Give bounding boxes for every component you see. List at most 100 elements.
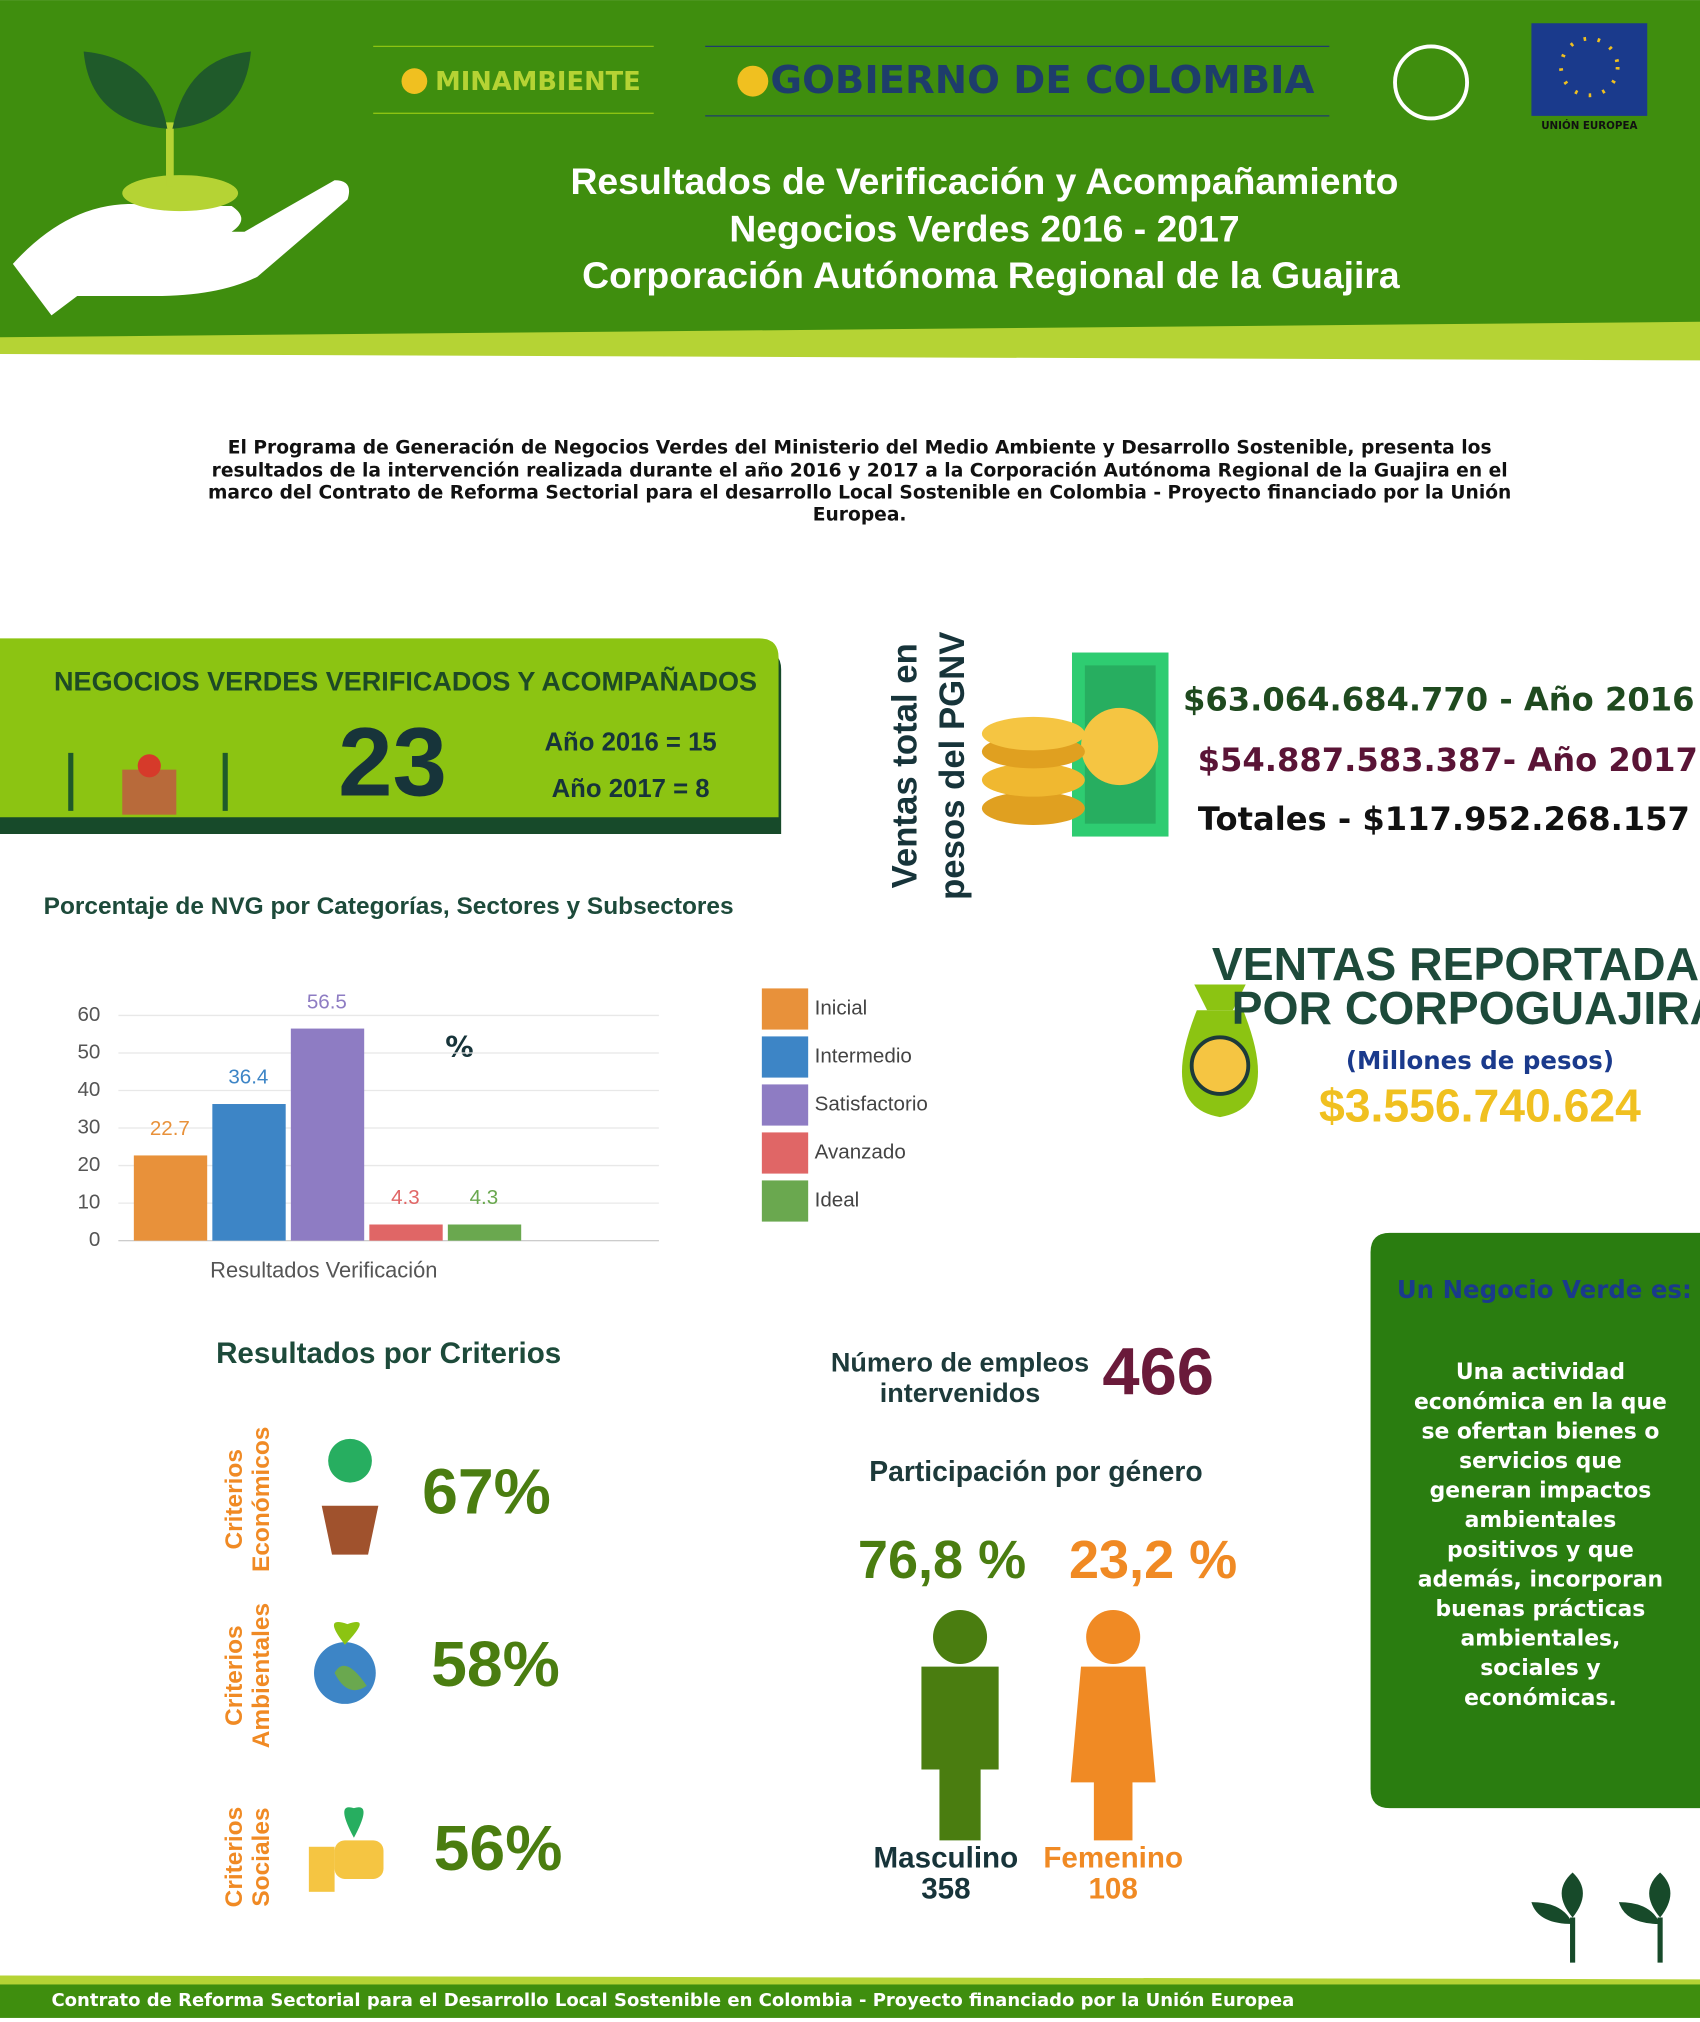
bar xyxy=(447,1224,522,1241)
verified-year: Año 2017 = 8 xyxy=(552,775,710,803)
definition-line: sociales y xyxy=(1480,1656,1600,1681)
chart-annotation: % xyxy=(445,1031,473,1064)
sales-line: $54.887.583.387- Año 2017 xyxy=(1198,741,1698,779)
criteria-title: Resultados por Criterios xyxy=(216,1337,561,1370)
definition-title: Un Negocio Verde es: xyxy=(1397,1275,1692,1304)
definition-line: Una actividad xyxy=(1456,1360,1625,1385)
sprout-icons xyxy=(1531,1872,1671,1963)
y-tick-label: 50 xyxy=(77,1040,100,1063)
criteria-icons xyxy=(308,1438,384,1892)
gender-percent: 23,2 % xyxy=(1069,1530,1237,1590)
stem xyxy=(1570,1917,1663,1963)
reported-title: VENTAS REPORTADAS xyxy=(1212,938,1700,990)
definition-line: económica en la que xyxy=(1414,1390,1667,1415)
gender-percent: 76,8 % xyxy=(858,1530,1026,1590)
land xyxy=(334,1665,367,1691)
legend-swatch xyxy=(761,1084,809,1126)
legend-swatch xyxy=(761,988,809,1030)
definition-line: además, incorporan xyxy=(1418,1567,1663,1592)
gender-count: 108 xyxy=(1088,1872,1137,1905)
head xyxy=(1086,1609,1141,1665)
y-tick-label: 30 xyxy=(77,1115,100,1138)
y-tick-label: 20 xyxy=(77,1153,100,1176)
criteria-label: Criterios xyxy=(221,1807,248,1908)
legend-label: Intermedio xyxy=(815,1044,912,1067)
criteria-value: 67% xyxy=(422,1456,551,1528)
leaves xyxy=(1531,1872,1671,1924)
value-label: 56.5 xyxy=(307,990,347,1013)
gender-label: Femenino xyxy=(1043,1841,1183,1874)
criteria-label: Criterios xyxy=(221,1625,248,1726)
employment-label: Número de empleos xyxy=(831,1347,1089,1377)
definition-line: buenas prácticas xyxy=(1436,1597,1646,1622)
criteria-value: 56% xyxy=(434,1812,563,1884)
footer-text: Contrato de Reforma Sectorial para el De… xyxy=(51,1990,1294,2011)
coin-stack xyxy=(981,763,1085,797)
male-figure xyxy=(921,1609,999,1841)
reported-unit: (Millones de pesos) xyxy=(1346,1046,1614,1075)
title: Corporación Autónoma Regional de la Guaj… xyxy=(582,254,1400,296)
legend-swatch xyxy=(761,1132,809,1174)
bag-top xyxy=(1194,984,1246,1011)
fruit xyxy=(137,754,161,778)
value-label: 4.3 xyxy=(391,1186,420,1209)
eu-flag xyxy=(1531,23,1648,116)
verified-box xyxy=(0,638,779,818)
definition-line: ambientales xyxy=(1465,1508,1617,1533)
legend-swatch xyxy=(761,1036,809,1078)
definition-text: Una actividad económica en la que se ofert… xyxy=(1414,1360,1667,1711)
hand-plant-icon xyxy=(12,51,350,316)
logo-text: GOBIERNO DE COLOMBIA xyxy=(770,58,1314,103)
pot xyxy=(321,1505,379,1555)
sales-label: pesos del PGNV xyxy=(934,632,972,900)
value-label: 36.4 xyxy=(228,1066,268,1089)
title: Negocios Verdes 2016 - 2017 xyxy=(729,208,1239,250)
gender-label: Masculino xyxy=(874,1841,1019,1874)
criteria-label: Criterios xyxy=(221,1449,248,1550)
eu-stars xyxy=(1559,36,1620,98)
y-tick-label: 40 xyxy=(77,1078,100,1101)
footer-band xyxy=(0,1984,1700,2018)
definition-box xyxy=(1370,1232,1700,1809)
sales-label: Ventas total en xyxy=(886,643,924,888)
logo-text: MINAMBIENTE xyxy=(435,67,641,97)
employment-value: 466 xyxy=(1102,1335,1214,1410)
y-tick-label: 60 xyxy=(77,1003,100,1026)
leaf xyxy=(83,51,168,129)
logo-text: UNIÓN EUROPEA xyxy=(1541,119,1637,132)
employment-label: intervenidos xyxy=(880,1378,1041,1408)
header-stripe xyxy=(0,321,1700,361)
bar xyxy=(290,1028,365,1241)
criteria-label: Sociales xyxy=(248,1807,275,1906)
sales-line: Totales - $117.952.268.157 xyxy=(1198,800,1690,838)
head xyxy=(933,1609,988,1665)
coin-stack xyxy=(981,716,1085,751)
legend-label: Avanzado xyxy=(815,1140,906,1163)
female-figure xyxy=(1070,1609,1156,1841)
intro-line: resultados de la intervención realizada … xyxy=(212,461,1508,482)
sleeve xyxy=(308,1846,335,1892)
definition-line: económicas. xyxy=(1464,1686,1617,1711)
bar xyxy=(212,1104,286,1241)
verified-total: 23 xyxy=(338,706,447,816)
money-icon xyxy=(981,652,1169,837)
legend-label: Ideal xyxy=(815,1188,860,1211)
leaf xyxy=(172,51,251,129)
value-label: 4.3 xyxy=(470,1186,499,1209)
hand xyxy=(12,180,350,316)
coin xyxy=(1080,707,1159,786)
definition-line: generan impactos xyxy=(1430,1479,1652,1504)
legend-label: Satisfactorio xyxy=(815,1092,928,1115)
body xyxy=(1070,1666,1156,1841)
legend-swatch xyxy=(761,1180,809,1222)
title: Resultados de Verificación y Acompañamie… xyxy=(570,160,1398,202)
body xyxy=(921,1666,999,1841)
chart-title: Porcentaje de NVG por Categorías, Sector… xyxy=(44,893,734,920)
definition-line: positivos y que xyxy=(1447,1538,1634,1563)
bar-chart: Porcentaje de NVG por Categorías, Sector… xyxy=(44,893,928,1283)
definition-line: servicios que xyxy=(1459,1449,1621,1474)
bar xyxy=(133,1155,208,1241)
coat-icon xyxy=(401,68,428,95)
coat-icon xyxy=(737,65,769,97)
